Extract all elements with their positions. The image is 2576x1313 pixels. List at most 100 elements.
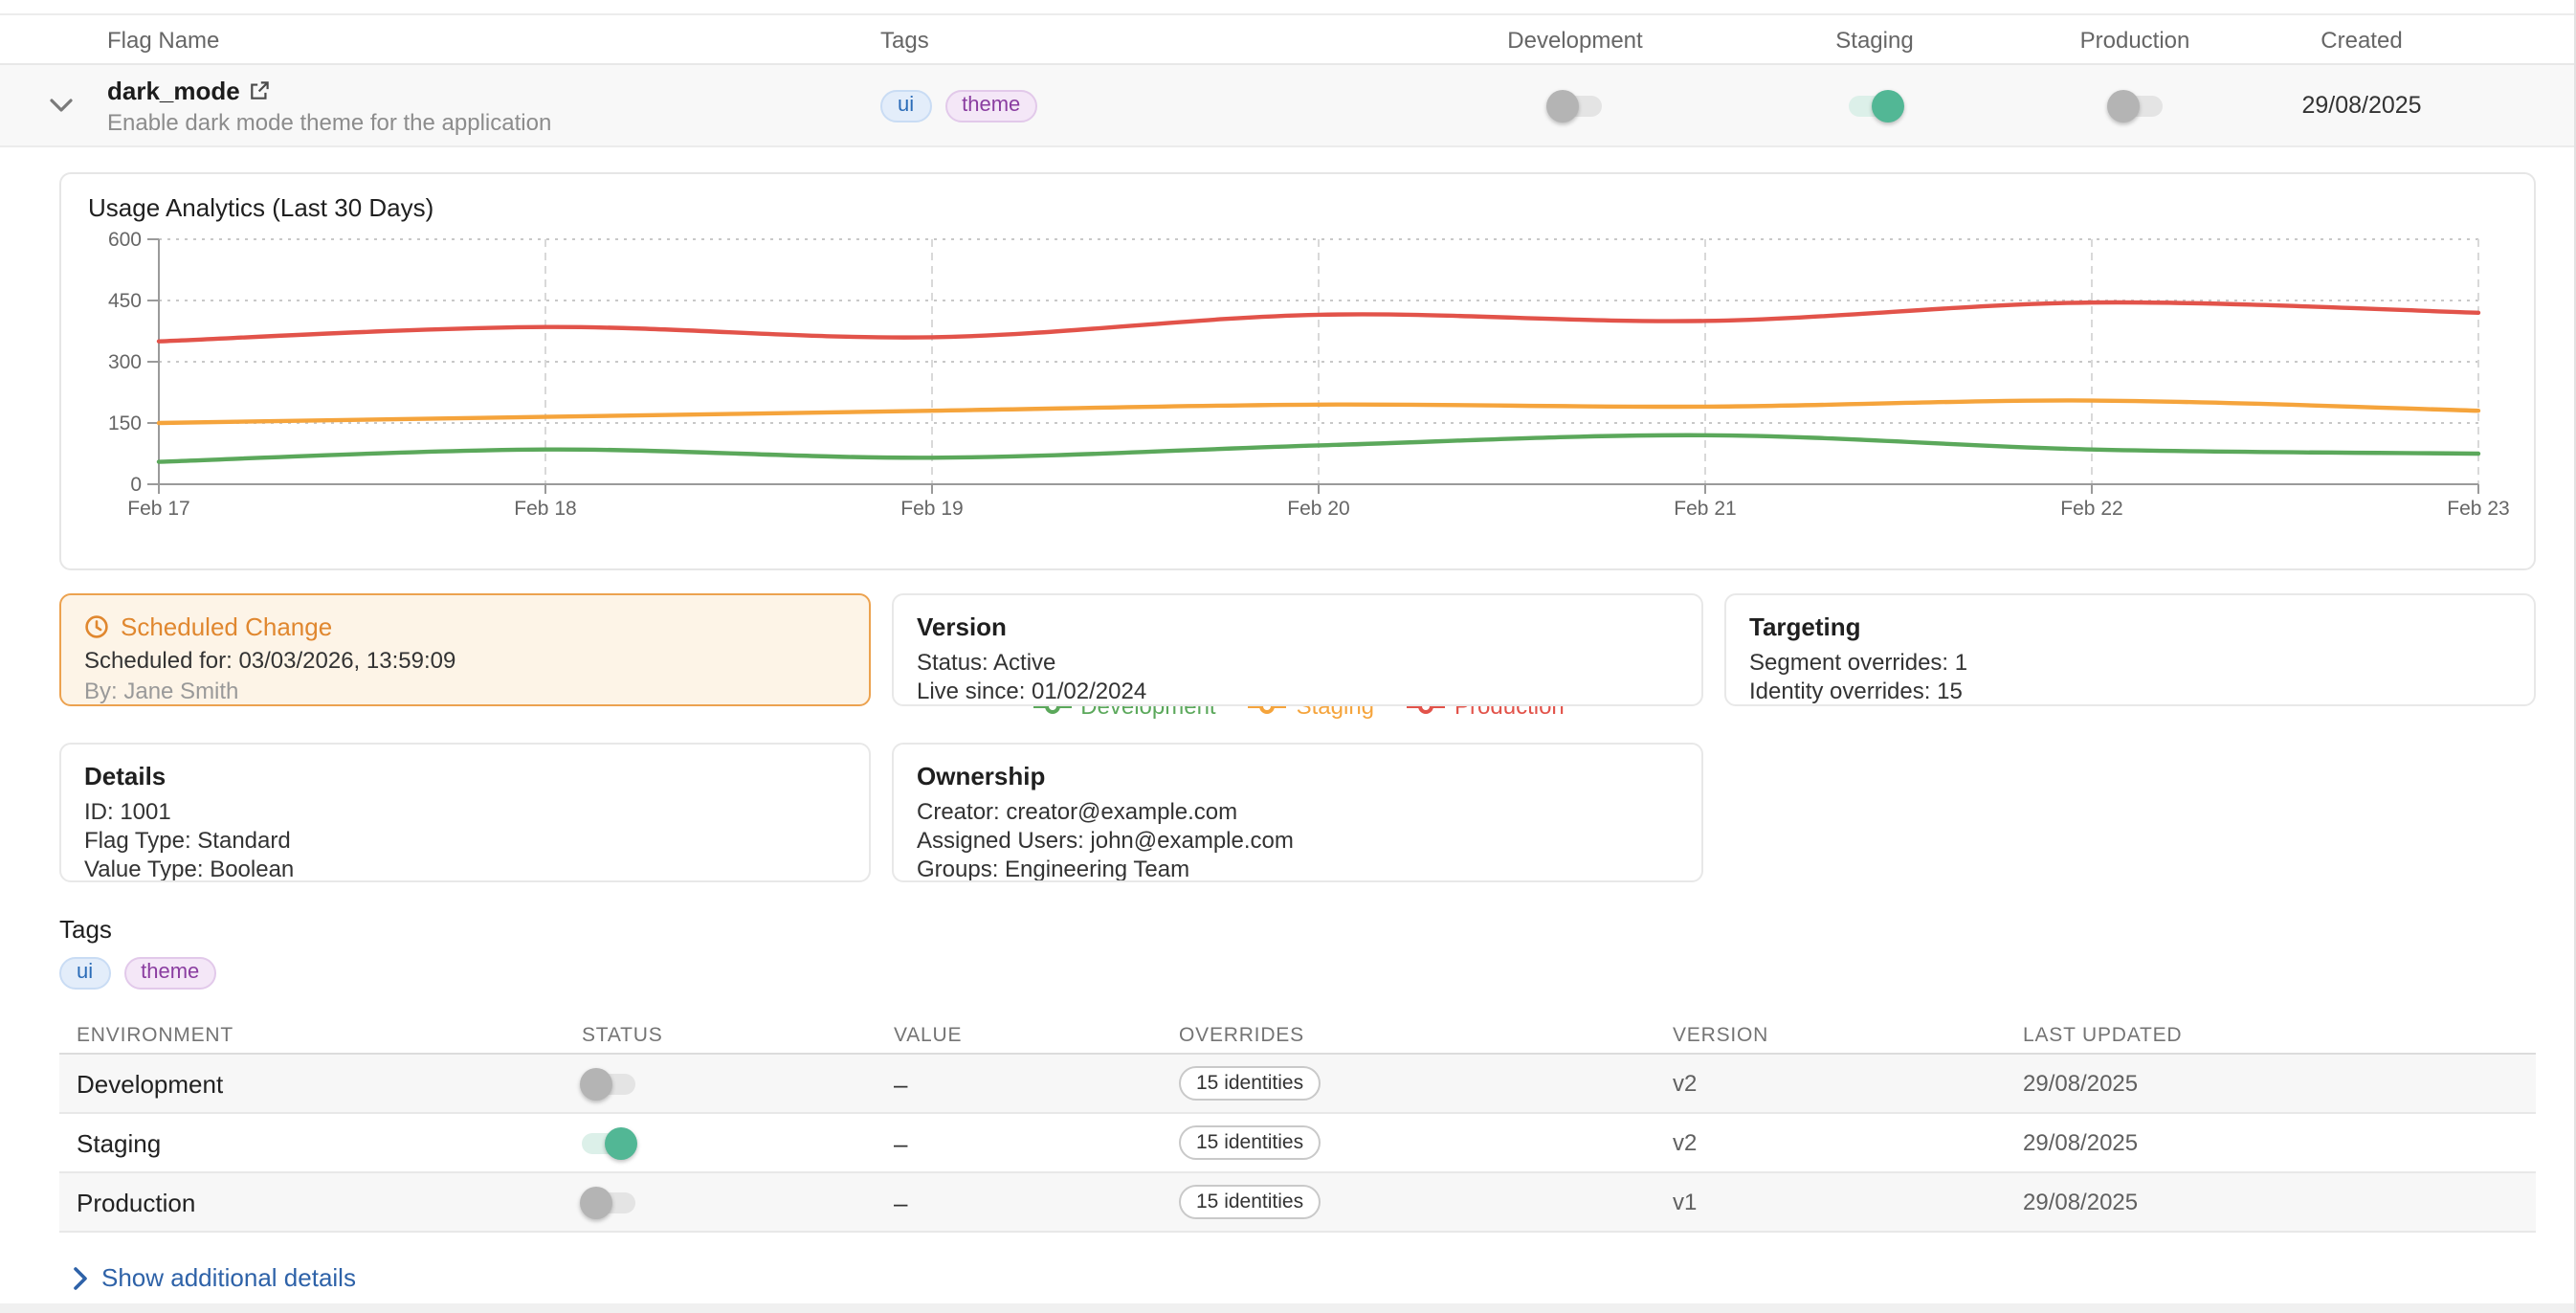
overrides-badge[interactable]: 15 identities xyxy=(1179,1125,1321,1160)
flag-tags: ui theme xyxy=(880,89,1416,122)
chevron-down-icon[interactable] xyxy=(50,98,73,113)
production-toggle[interactable] xyxy=(2106,89,2162,122)
env-version: v2 xyxy=(1673,1070,1698,1097)
col-environment: ENVIRONMENT xyxy=(77,1024,233,1047)
identity-overrides: Identity overrides: 15 xyxy=(1749,678,1963,704)
groups: Groups: Engineering Team xyxy=(917,856,1190,882)
env-value: – xyxy=(894,1128,908,1157)
version-live-since: Live since: 01/02/2024 xyxy=(917,678,1147,704)
toggle-knob xyxy=(580,1186,612,1218)
flag-description: Enable dark mode theme for the applicati… xyxy=(107,108,552,135)
table-row-staging: Staging – 15 identities v2 29/08/2025 xyxy=(59,1114,2536,1173)
env-value: – xyxy=(894,1069,908,1098)
creator: Creator: creator@example.com xyxy=(917,798,1238,825)
col-last-updated: LAST UPDATED xyxy=(2023,1024,2183,1047)
details-card-title: Details xyxy=(84,762,167,790)
ownership-card: Ownership Creator: creator@example.com A… xyxy=(892,743,1703,882)
env-name: Development xyxy=(77,1069,224,1098)
info-cards-row-2: Details ID: 1001 Flag Type: Standard Val… xyxy=(59,743,2536,882)
col-overrides: OVERRIDES xyxy=(1179,1024,1304,1047)
svg-text:0: 0 xyxy=(130,474,142,496)
flag-table: Flag Name Tags Development Staging Produ… xyxy=(0,13,2576,147)
tag-theme: theme xyxy=(944,89,1038,122)
toggle-knob xyxy=(580,1067,612,1100)
clock-icon xyxy=(85,615,108,638)
col-value: VALUE xyxy=(894,1024,963,1047)
toggle-knob xyxy=(605,1126,637,1159)
development-status-toggle[interactable] xyxy=(580,1067,635,1100)
env-name: Production xyxy=(77,1188,196,1216)
table-row-development: Development – 15 identities v2 29/08/202… xyxy=(59,1055,2536,1114)
svg-text:Feb 23: Feb 23 xyxy=(2447,498,2509,519)
env-name: Staging xyxy=(77,1128,162,1157)
env-last-updated: 29/08/2025 xyxy=(2023,1189,2139,1215)
svg-text:Feb 19: Feb 19 xyxy=(900,498,963,519)
staging-toggle[interactable] xyxy=(1848,89,1903,122)
env-version: v2 xyxy=(1673,1129,1698,1156)
column-production: Production xyxy=(2079,26,2190,53)
tags-section: Tags ui theme xyxy=(59,915,217,990)
info-cards-row-1: Scheduled Change Scheduled for: 03/03/20… xyxy=(59,593,2536,706)
column-tags: Tags xyxy=(880,26,929,53)
details-card: Details ID: 1001 Flag Type: Standard Val… xyxy=(59,743,871,882)
flag-type: Flag Type: Standard xyxy=(84,827,291,854)
column-staging: Staging xyxy=(1835,26,1914,53)
segment-overrides: Segment overrides: 1 xyxy=(1749,649,1968,676)
ownership-card-title: Ownership xyxy=(917,762,1046,790)
usage-analytics-card: Usage Analytics (Last 30 Days) 0 150 300 45… xyxy=(59,172,2536,720)
flag-row[interactable]: dark_mode Enable dark mode theme for the… xyxy=(0,65,2576,147)
tags-section-title: Tags xyxy=(59,915,112,944)
col-status: STATUS xyxy=(582,1024,663,1047)
staging-status-toggle[interactable] xyxy=(582,1126,637,1159)
tag-ui: ui xyxy=(880,89,932,122)
external-link-icon[interactable] xyxy=(250,79,271,100)
env-value: – xyxy=(894,1188,908,1216)
svg-text:450: 450 xyxy=(108,290,142,312)
env-last-updated: 29/08/2025 xyxy=(2023,1070,2139,1097)
svg-text:Feb 17: Feb 17 xyxy=(127,498,189,519)
scrollbar-edge xyxy=(2574,0,2576,1313)
svg-text:150: 150 xyxy=(108,412,142,434)
flag-id: ID: 1001 xyxy=(84,798,171,825)
column-flag-name: Flag Name xyxy=(107,26,220,53)
show-additional-details-label: Show additional details xyxy=(101,1263,356,1292)
created-date: 29/08/2025 xyxy=(2301,92,2422,119)
environment-table: ENVIRONMENT STATUS VALUE OVERRIDES VERSI… xyxy=(59,1018,2536,1233)
column-created: Created xyxy=(2321,26,2403,53)
assigned-users: Assigned Users: john@example.com xyxy=(917,827,1294,854)
environment-table-header: ENVIRONMENT STATUS VALUE OVERRIDES VERSI… xyxy=(59,1018,2536,1055)
version-card: Version Status: Active Live since: 01/02… xyxy=(892,593,1703,706)
flag-name[interactable]: dark_mode xyxy=(107,76,240,104)
chart-title: Usage Analytics (Last 30 Days) xyxy=(88,193,434,222)
development-toggle[interactable] xyxy=(1546,89,1602,122)
toggle-knob xyxy=(1546,89,1579,122)
svg-text:Feb 18: Feb 18 xyxy=(514,498,576,519)
show-additional-details-link[interactable]: Show additional details xyxy=(73,1263,356,1292)
svg-text:600: 600 xyxy=(108,229,142,251)
table-row-production: Production – 15 identities v1 29/08/2025 xyxy=(59,1173,2536,1233)
version-card-title: Version xyxy=(917,612,1007,641)
scheduled-change-title: Scheduled Change xyxy=(121,612,333,641)
env-version: v1 xyxy=(1673,1189,1698,1215)
targeting-card: Targeting Segment overrides: 1 Identity … xyxy=(1724,593,2536,706)
svg-text:300: 300 xyxy=(108,351,142,373)
overrides-badge[interactable]: 15 identities xyxy=(1179,1066,1321,1101)
toggle-knob xyxy=(1871,89,1903,122)
tag-ui: ui xyxy=(59,957,111,990)
env-last-updated: 29/08/2025 xyxy=(2023,1129,2139,1156)
overrides-badge[interactable]: 15 identities xyxy=(1179,1185,1321,1219)
column-development: Development xyxy=(1507,26,1643,53)
targeting-card-title: Targeting xyxy=(1749,612,1861,641)
version-status: Status: Active xyxy=(917,649,1056,676)
tag-theme: theme xyxy=(123,957,217,990)
col-version: VERSION xyxy=(1673,1024,1769,1047)
scheduled-for-text: Scheduled for: 03/03/2026, 13:59:09 xyxy=(84,647,456,674)
page-bottom-strip xyxy=(0,1303,2576,1313)
svg-text:Feb 21: Feb 21 xyxy=(1674,498,1736,519)
svg-text:Feb 22: Feb 22 xyxy=(2060,498,2122,519)
production-status-toggle[interactable] xyxy=(580,1186,635,1218)
usage-chart-svg: 0 150 300 450 600 Feb 17 Feb 18 Feb 19 Feb 20 Feb… xyxy=(108,229,2510,519)
toggle-knob xyxy=(2106,89,2139,122)
scheduled-change-card: Scheduled Change Scheduled for: 03/03/20… xyxy=(59,593,871,706)
